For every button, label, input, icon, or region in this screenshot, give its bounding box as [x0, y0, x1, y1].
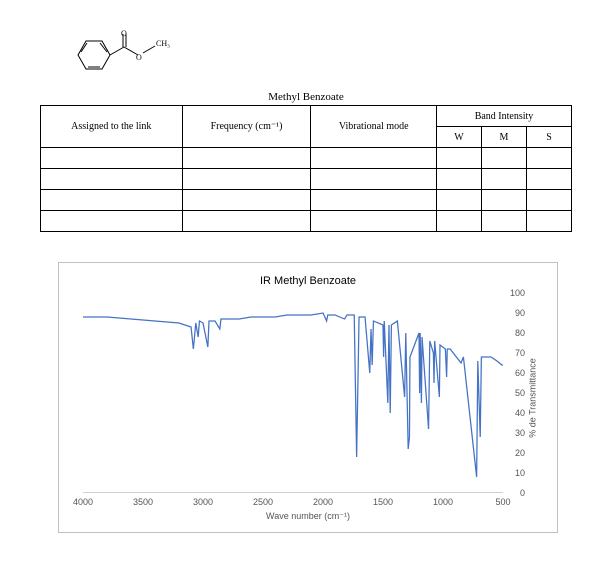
table-cell: [41, 169, 183, 190]
chart-title: IR Methyl Benzoate: [73, 275, 543, 287]
table-cell: [437, 148, 482, 169]
x-tick: 500: [495, 497, 510, 507]
y-axis-label: % de Transmittance: [528, 358, 538, 438]
x-tick: 3000: [193, 497, 213, 507]
y-tick: 30: [515, 428, 525, 438]
table-cell: [41, 190, 183, 211]
x-tick: 2000: [313, 497, 333, 507]
x-tick: 4000: [73, 497, 93, 507]
table-cell: [182, 148, 311, 169]
y-tick: 20: [515, 448, 525, 458]
col-s: S: [527, 127, 572, 148]
table-cell: [482, 169, 527, 190]
table-cell: [437, 190, 482, 211]
molecule-structure: O O CH₃: [70, 30, 572, 83]
x-tick: 3500: [133, 497, 153, 507]
x-axis-label: Wave number (cm⁻¹): [73, 511, 543, 522]
col-w: W: [437, 127, 482, 148]
table-cell: [41, 148, 183, 169]
y-tick: 90: [515, 308, 525, 318]
data-table: Assigned to the link Frequency (cm⁻¹) Vi…: [40, 105, 572, 232]
y-tick: 100: [510, 288, 525, 298]
col-frequency: Frequency (cm⁻¹): [182, 106, 311, 148]
table-cell: [482, 211, 527, 232]
col-assigned: Assigned to the link: [41, 106, 183, 148]
table-cell: [437, 169, 482, 190]
table-cell: [482, 148, 527, 169]
table-title: Methyl Benzoate: [40, 91, 572, 103]
table-cell: [527, 190, 572, 211]
table-cell: [482, 190, 527, 211]
col-mode: Vibrational mode: [311, 106, 437, 148]
spectrum-trace: [83, 313, 503, 477]
svg-text:O: O: [136, 53, 142, 62]
table-cell: [527, 211, 572, 232]
x-tick: 1500: [373, 497, 393, 507]
x-tick: 2500: [253, 497, 273, 507]
table-cell: [182, 211, 311, 232]
table-row: [41, 169, 572, 190]
table-cell: [311, 148, 437, 169]
table-cell: [527, 148, 572, 169]
x-tick: 1000: [433, 497, 453, 507]
table-cell: [311, 190, 437, 211]
table-cell: [311, 169, 437, 190]
table-cell: [182, 169, 311, 190]
table-cell: [437, 211, 482, 232]
table-cell: [527, 169, 572, 190]
table-cell: [41, 211, 183, 232]
y-tick: 10: [515, 468, 525, 478]
molecule-ch3-label: CH₃: [156, 39, 170, 48]
table-row: [41, 148, 572, 169]
col-m: M: [482, 127, 527, 148]
svg-text:O: O: [121, 30, 127, 38]
table-cell: [182, 190, 311, 211]
table-cell: [311, 211, 437, 232]
y-tick: 50: [515, 388, 525, 398]
y-tick: 70: [515, 348, 525, 358]
y-tick: 0: [520, 488, 525, 498]
col-intensity-header: Band Intensity: [437, 106, 572, 127]
y-tick: 40: [515, 408, 525, 418]
table-row: [41, 190, 572, 211]
table-row: [41, 211, 572, 232]
y-tick: 60: [515, 368, 525, 378]
y-tick: 80: [515, 328, 525, 338]
ir-chart: IR Methyl Benzoate % de Transmittance 0 1…: [58, 262, 558, 533]
